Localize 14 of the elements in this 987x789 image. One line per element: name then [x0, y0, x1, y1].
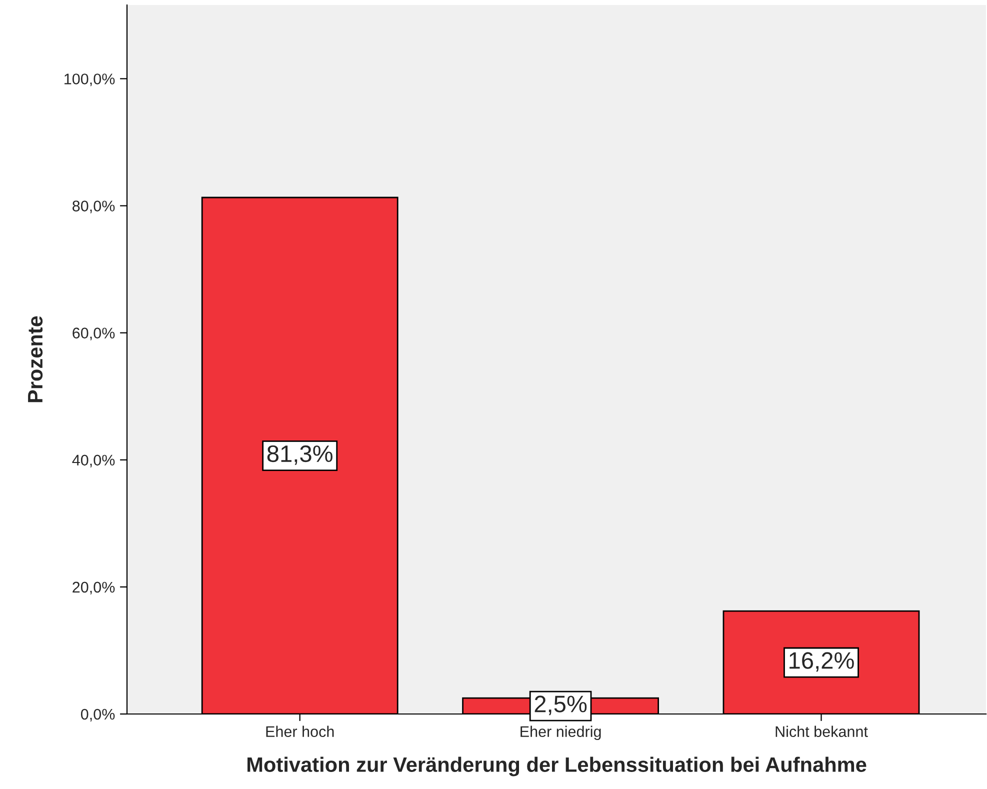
- x-tick-label: Nicht bekannt: [776, 726, 868, 738]
- y-tick-label: 0,0%: [80, 708, 115, 722]
- x-axis-title: Motivation zur Veränderung der Lebenssituation bei Aufnahme: [248, 756, 866, 776]
- x-tick-label: Eher hoch: [266, 726, 334, 738]
- data-label: 81,3%: [267, 445, 332, 465]
- y-tick-label: 20,0%: [72, 582, 115, 594]
- y-tick-label: 60,0%: [72, 328, 115, 340]
- y-tick-label: 100,0%: [64, 74, 115, 86]
- data-label: 2,5%: [534, 696, 587, 716]
- data-label: 16,2%: [790, 652, 854, 672]
- y-tick-label: 80,0%: [72, 200, 115, 214]
- y-tick-label: 40,0%: [72, 454, 115, 468]
- y-axis-title: Prozente: [28, 316, 43, 402]
- x-tick-label: Eher niedrig: [520, 726, 601, 740]
